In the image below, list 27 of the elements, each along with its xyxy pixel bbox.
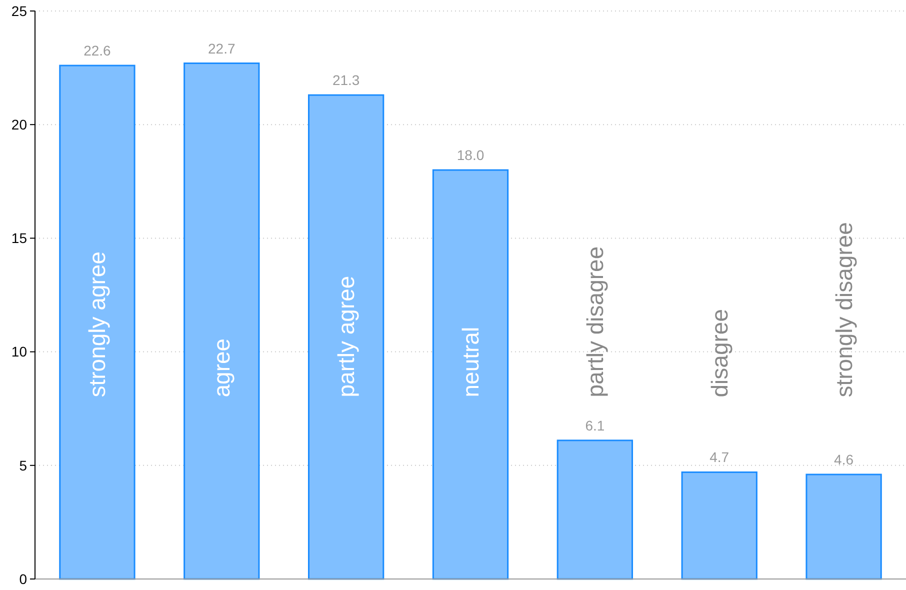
x-tick-label: partly disagree	[582, 246, 608, 398]
x-tick-label: neutral	[458, 326, 484, 398]
bar	[806, 474, 882, 580]
bar	[308, 94, 384, 580]
x-tick-label: partly agree	[333, 276, 360, 398]
x-tick-label: strongly disagree	[830, 222, 857, 398]
data-label: 4.6	[834, 451, 854, 468]
bar	[184, 62, 260, 580]
y-tick-label: 15	[11, 230, 28, 246]
data-label: 22.7	[208, 40, 236, 56]
y-tick-label: 25	[11, 2, 28, 19]
y-tick-label: 5	[19, 457, 28, 474]
x-tick-label: agree	[208, 338, 235, 398]
x-tick-label: strongly agree	[84, 251, 110, 398]
bar	[556, 440, 634, 580]
bar	[59, 64, 136, 580]
y-tick-label: 20	[11, 116, 28, 132]
data-label: 22.6	[84, 42, 112, 59]
x-tick-label: disagree	[706, 309, 732, 398]
data-label: 6.1	[585, 417, 605, 434]
data-label: 21.3	[332, 72, 360, 88]
data-label: 18.0	[456, 147, 484, 164]
bar	[432, 169, 509, 580]
y-tick-label: 10	[11, 344, 28, 360]
data-label: 4.7	[710, 449, 730, 466]
y-tick-label: 0	[19, 570, 28, 587]
bar	[681, 471, 758, 580]
